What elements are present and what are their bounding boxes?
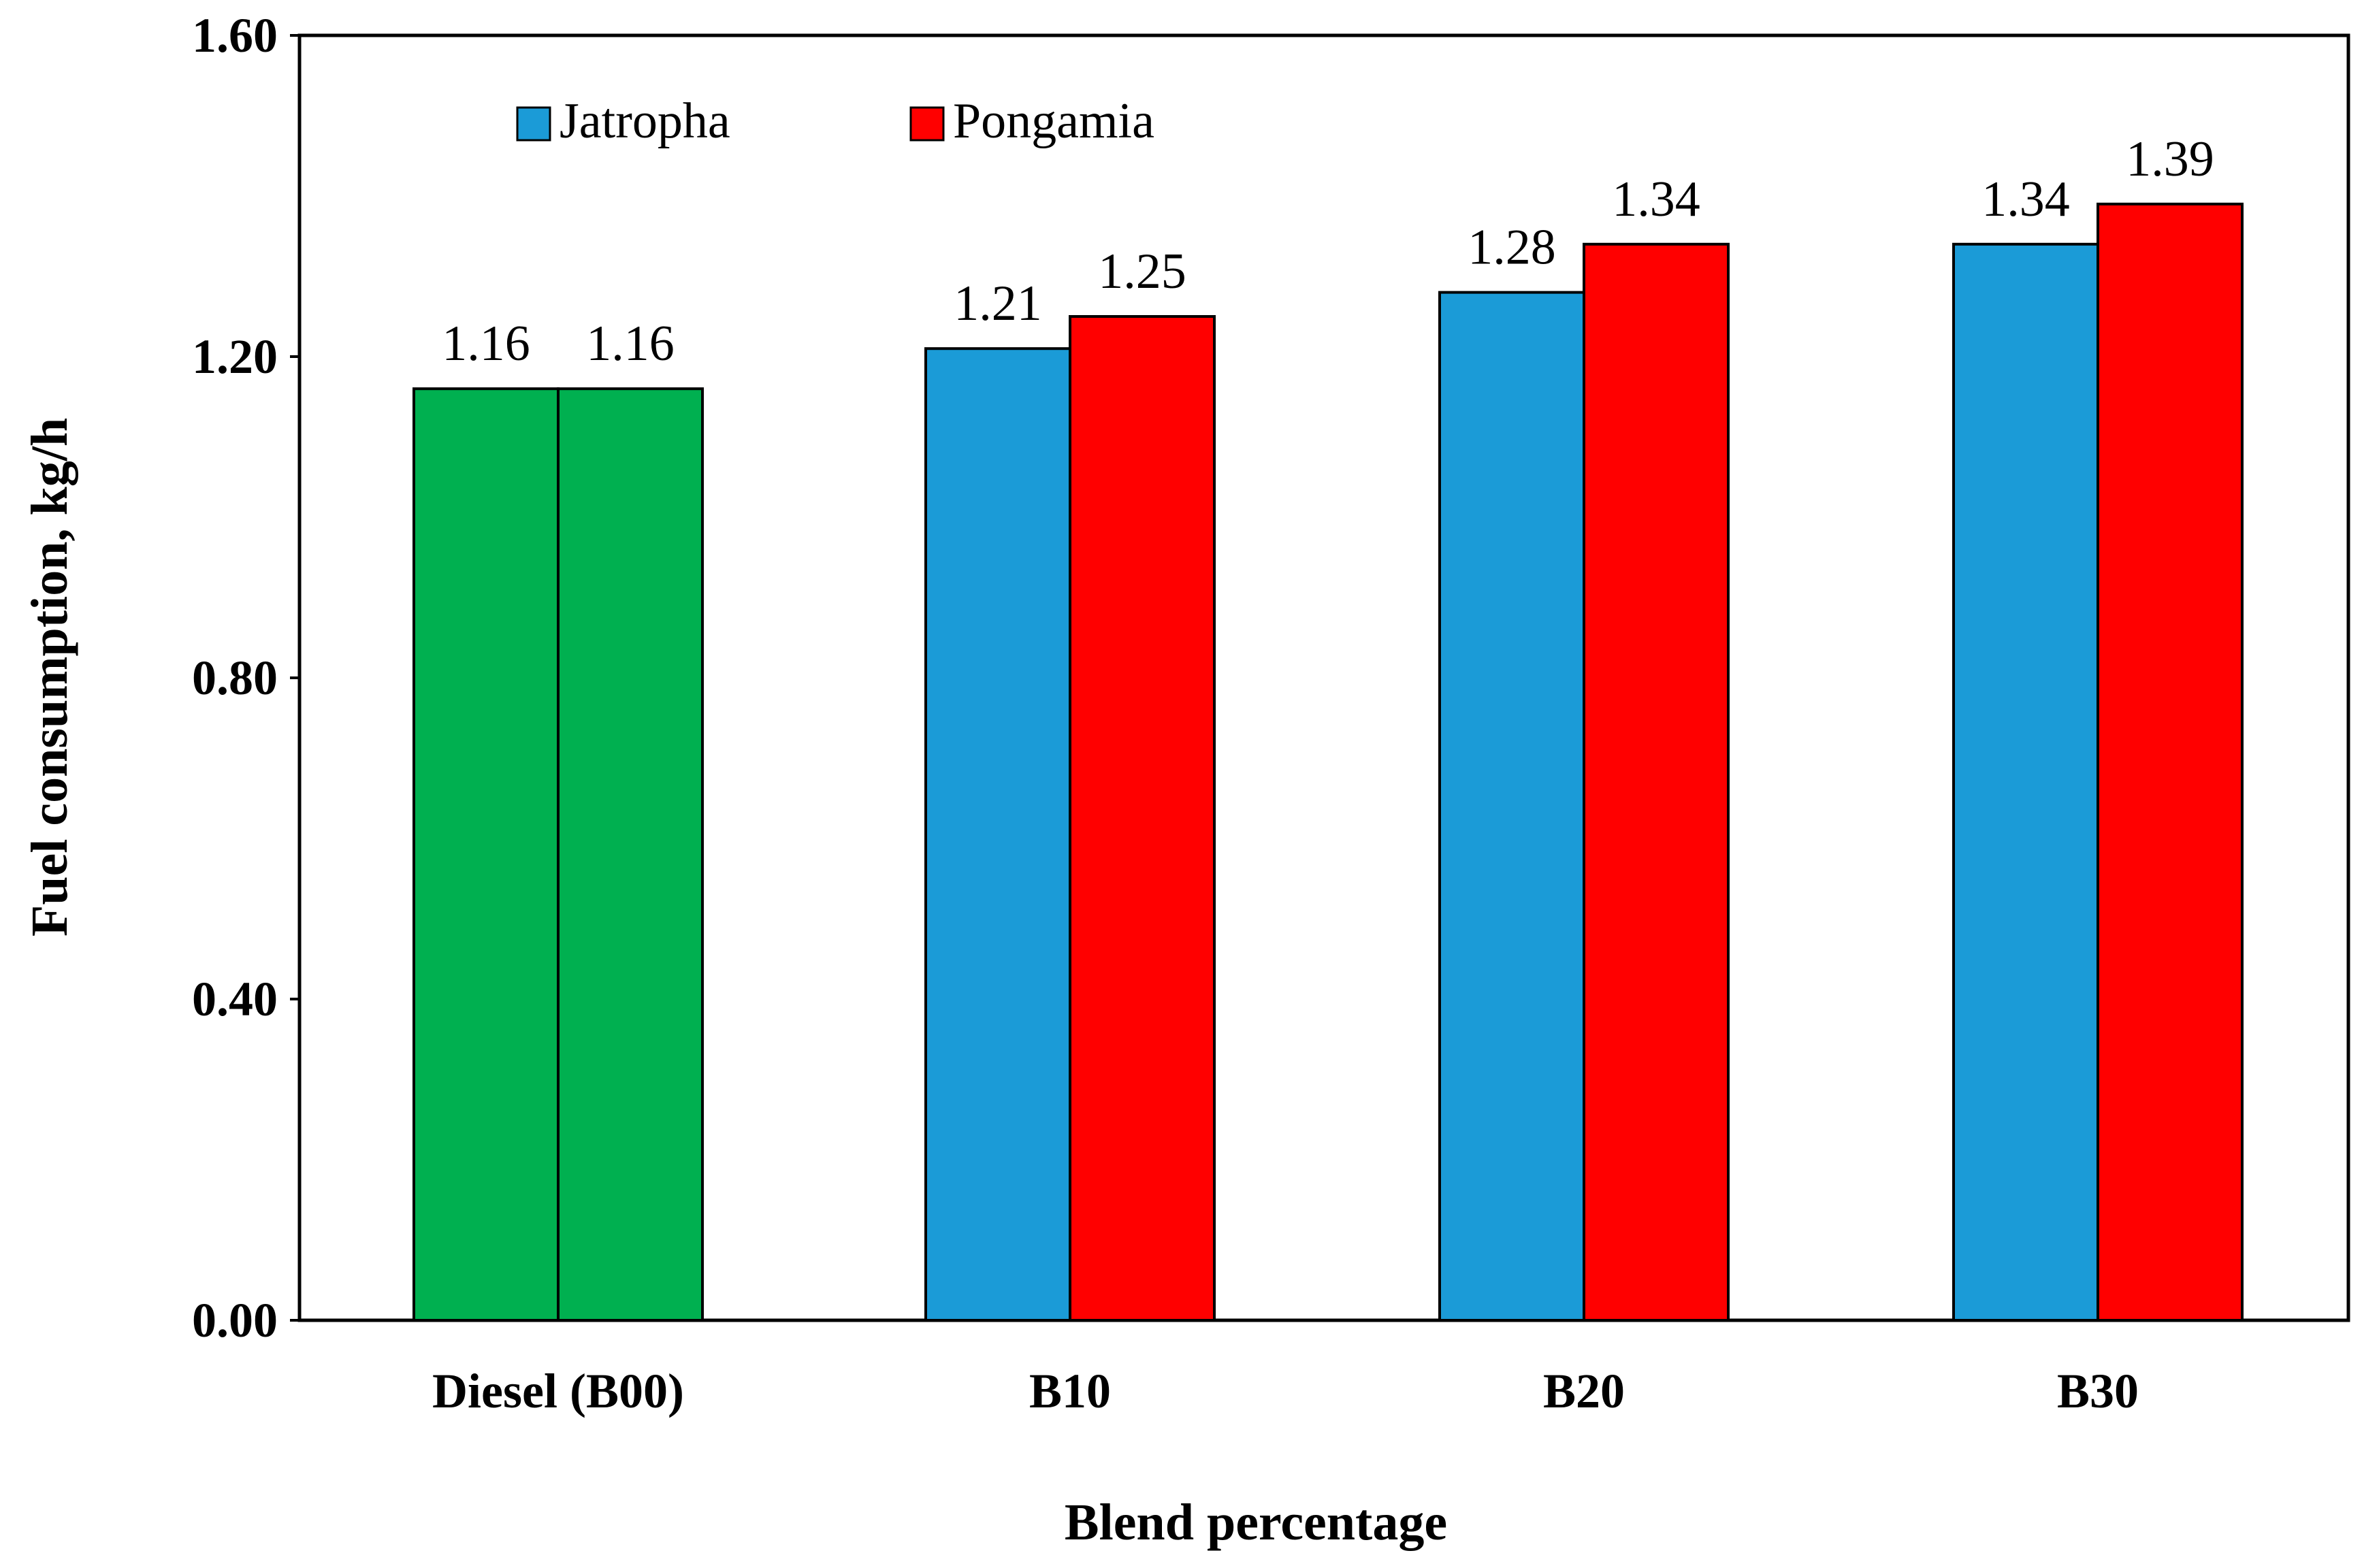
bar-jatropha-0 xyxy=(412,387,560,1322)
data-labels-group: 1.16 1.16 1.21 1.25 1.28 1.34 1.34 1.39 xyxy=(442,131,2214,372)
x-axis-title: Blend percentage xyxy=(1065,1494,1447,1551)
data-label-pongamia-0: 1.16 xyxy=(586,316,675,372)
y-tick-label: 0.80 xyxy=(192,651,278,705)
bar-jatropha-3 xyxy=(1952,242,2099,1322)
data-label-jatropha-0: 1.16 xyxy=(442,316,530,372)
x-axis-categories: Diesel (B00) B10 B20 B30 xyxy=(432,1364,2139,1418)
bar-jatropha-1 xyxy=(924,347,1071,1322)
bar-pongamia-0 xyxy=(557,387,704,1322)
y-tick-label: 1.60 xyxy=(192,8,278,63)
legend-swatch-pongamia xyxy=(909,106,945,142)
legend: Jatropha Pongamia xyxy=(516,93,1154,149)
y-tick-label: 0.40 xyxy=(192,972,278,1026)
y-axis-ticks: 0.00 0.40 0.80 1.20 1.60 xyxy=(192,8,300,1348)
data-label-jatropha-1: 1.21 xyxy=(954,276,1042,331)
x-category-label: B30 xyxy=(2057,1364,2139,1418)
data-label-jatropha-2: 1.28 xyxy=(1468,220,1556,276)
legend-swatch-jatropha xyxy=(516,106,551,142)
x-category-label: B10 xyxy=(1029,1364,1111,1418)
bar-pongamia-2 xyxy=(1583,242,1730,1322)
data-label-pongamia-2: 1.34 xyxy=(1612,172,1700,227)
data-label-pongamia-3: 1.39 xyxy=(2126,131,2214,187)
legend-label-pongamia: Pongamia xyxy=(953,93,1154,149)
data-label-jatropha-3: 1.34 xyxy=(1981,172,2070,227)
bar-pongamia-3 xyxy=(2097,202,2244,1322)
x-category-label: Diesel (B00) xyxy=(432,1364,684,1418)
y-axis-title: Fuel consumption, kg/h xyxy=(21,418,78,936)
y-tick-label: 0.00 xyxy=(192,1293,278,1348)
bar-pongamia-1 xyxy=(1069,315,1216,1322)
y-tick-label: 1.20 xyxy=(192,329,278,384)
bar-jatropha-2 xyxy=(1438,291,1585,1322)
legend-label-jatropha: Jatropha xyxy=(560,93,730,149)
bars-group xyxy=(412,202,2244,1322)
data-label-pongamia-1: 1.25 xyxy=(1098,244,1186,299)
x-category-label: B20 xyxy=(1543,1364,1625,1418)
